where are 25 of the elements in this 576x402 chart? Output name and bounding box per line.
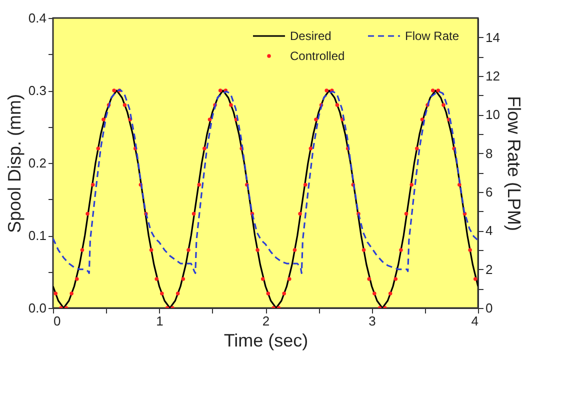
- y-tick-label: 0.1: [28, 228, 46, 243]
- x-tick-label: 4: [471, 314, 478, 328]
- y2-tick-label: 2: [486, 262, 493, 277]
- line-series: [53, 88, 478, 274]
- x-tick-label: 0: [54, 314, 61, 328]
- legend-label: Controlled: [290, 49, 345, 63]
- y-tick-label: 0.4: [28, 10, 46, 26]
- y-tick-label: 0.0: [28, 300, 46, 316]
- y2-tick-label: 4: [486, 223, 493, 238]
- x-tick-label: 3: [368, 314, 376, 328]
- legend-label: Flow Rate: [405, 29, 460, 43]
- legend-label: Desired: [290, 29, 332, 43]
- x-axis-title: Time (sec): [224, 330, 308, 350]
- y-tick-label: 0.2: [28, 156, 46, 170]
- y2-tick-label: 6: [486, 184, 493, 200]
- y2-tick-label: 0: [486, 300, 493, 316]
- x-tick-label: 1: [156, 314, 164, 328]
- y2-tick-label: 10: [486, 107, 500, 122]
- y2-tick-label: 14: [486, 30, 500, 45]
- y2-tick-label: 8: [486, 146, 493, 161]
- y-tick-label: 0.3: [28, 83, 46, 98]
- y-axis-title: Spool Disp. (mm): [4, 94, 24, 234]
- y2-tick-label: 12: [486, 68, 500, 84]
- y2-axis-title: Flow Rate (LPM): [504, 96, 524, 232]
- x-tick-label: 2: [262, 314, 270, 328]
